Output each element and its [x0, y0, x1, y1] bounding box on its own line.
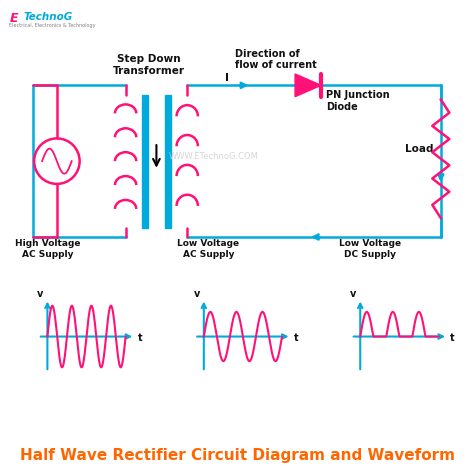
Polygon shape — [295, 74, 321, 97]
Text: Low Voltage
AC Supply: Low Voltage AC Supply — [177, 239, 240, 259]
Text: Low Voltage
DC Supply: Low Voltage DC Supply — [338, 239, 401, 259]
Bar — [142, 95, 148, 228]
Text: Half Wave Rectifier Circuit Diagram and Waveform: Half Wave Rectifier Circuit Diagram and … — [19, 447, 455, 463]
Bar — [165, 95, 171, 228]
Text: Electrical, Electronics & Technology: Electrical, Electronics & Technology — [9, 23, 96, 28]
Text: Load: Load — [405, 144, 434, 155]
Text: t: t — [450, 333, 455, 343]
Text: I: I — [225, 73, 229, 83]
Text: High Voltage
AC Supply: High Voltage AC Supply — [15, 239, 80, 259]
Text: Step Down
Transformer: Step Down Transformer — [113, 54, 185, 76]
Text: t: t — [137, 333, 142, 343]
Text: v: v — [350, 289, 356, 299]
Text: WWW.ETechnoG.COM: WWW.ETechnoG.COM — [168, 152, 258, 161]
Text: PN Junction
Diode: PN Junction Diode — [326, 90, 390, 112]
Text: E: E — [9, 12, 18, 25]
Text: v: v — [37, 289, 43, 299]
Text: TechnoG: TechnoG — [24, 12, 73, 22]
Text: Direction of
flow of current: Direction of flow of current — [235, 48, 316, 70]
Text: v: v — [193, 289, 200, 299]
Text: t: t — [294, 333, 299, 343]
